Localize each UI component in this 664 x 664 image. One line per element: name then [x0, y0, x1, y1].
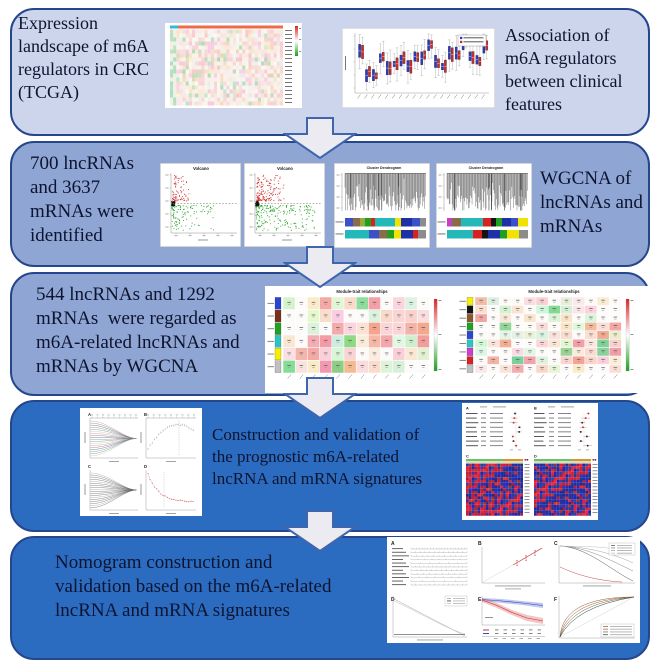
- nomo-letter: E: [478, 597, 482, 603]
- dendrogram-title: Cluster Dendrogram: [469, 166, 504, 170]
- flow-arrow-4: [283, 510, 357, 552]
- forest-plot-heatmap-figure: A B C D: [462, 403, 598, 520]
- nomo-letter: F: [554, 597, 557, 603]
- nomogram-validation-figure: ABCDEF: [387, 537, 640, 643]
- panel-expression-landscape: [10, 8, 650, 136]
- forest-letter: C: [466, 455, 469, 459]
- forest-letter: D: [534, 455, 537, 459]
- nomo-letter: A: [391, 541, 395, 547]
- nomo-letter: B: [478, 541, 482, 547]
- lncrna-volcano-figure: Volcano: [160, 163, 241, 247]
- dendrogram-title: Cluster Dendrogram: [367, 166, 402, 170]
- panel4-text: Construction and validation of the progn…: [212, 425, 423, 488]
- module-trait-heatmap-lncrna: Module-trait relationships: [267, 287, 457, 391]
- lasso-letter: A: [88, 412, 91, 417]
- panel3-text: 544 lncRNAs and 1292 mRNAs were regarded…: [36, 284, 240, 377]
- flow-arrow-3: [283, 377, 357, 419]
- forest-letter: A: [466, 407, 469, 411]
- module-trait-heatmap-mrna: Module-trait relationships: [459, 287, 649, 391]
- panel1-left-text: Expression landscape of m6A regulators i…: [18, 13, 149, 102]
- lasso-letter: B: [144, 412, 147, 417]
- forest-letter: B: [534, 407, 537, 411]
- mrna-dendrogram-figure: Cluster Dendrogram: [436, 163, 532, 248]
- flow-arrow-1: [283, 117, 357, 159]
- lasso-letter: D: [144, 464, 147, 469]
- volcano-title: Volcano: [193, 166, 209, 171]
- mrna-volcano-figure: Volcano: [244, 163, 325, 247]
- module-trait-title: Module-trait relationships: [336, 289, 388, 294]
- lncrna-dendrogram-figure: Cluster Dendrogram: [334, 163, 430, 248]
- nomo-letter: C: [554, 541, 558, 547]
- volcano-title: Volcano: [277, 166, 293, 171]
- panel2-left-text: 700 lncRNAs and 3637 mRNAs were identifi…: [30, 153, 134, 246]
- panel1-right-text: Association of m6A regulators between cl…: [505, 25, 623, 114]
- flow-arrow-2: [283, 246, 357, 288]
- module-trait-title: Module-trait relationships: [528, 289, 580, 294]
- clinical-boxplot-figure: [342, 28, 495, 108]
- lasso-regression-figure: A B C D: [80, 408, 202, 516]
- lasso-letter: C: [88, 464, 91, 469]
- panel5-text: Nomogram construction and validation bas…: [55, 552, 332, 621]
- m6a-expression-heatmap-figure: [165, 23, 302, 108]
- panel2-right-text: WGCNA of lncRNAs and mRNAs: [540, 168, 643, 237]
